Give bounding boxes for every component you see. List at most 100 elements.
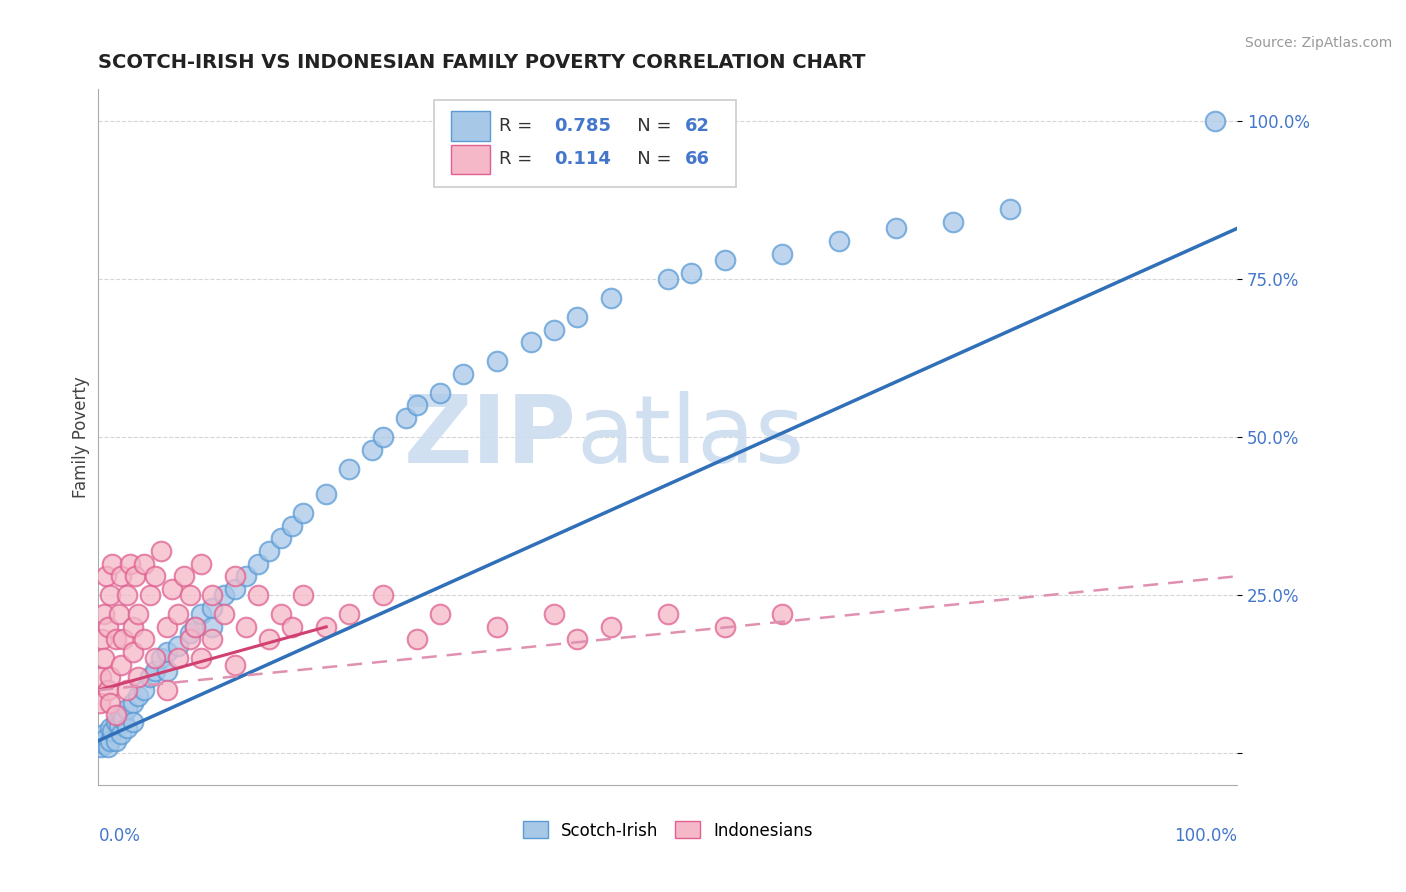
Point [371,588,394,602]
Point [486,354,509,368]
Point [520,335,543,350]
Point [184,620,207,634]
Point [98,733,121,747]
Point [167,639,190,653]
Text: 0.785: 0.785 [554,117,612,135]
Point [121,645,143,659]
Point [600,620,623,634]
Point [112,632,135,647]
Point [884,221,907,235]
Text: atlas: atlas [576,391,806,483]
Point [235,569,257,583]
Point [156,683,179,698]
Point [115,683,138,698]
Point [828,234,851,248]
Point [156,620,179,634]
Point [270,607,292,622]
Point [486,620,509,634]
Point [315,487,337,501]
Point [90,733,112,747]
Point [96,569,118,583]
Point [315,620,337,634]
Point [127,607,149,622]
Point [201,588,224,602]
Point [162,582,184,596]
Point [201,620,224,634]
Point [212,588,235,602]
Point [110,708,132,723]
Point [179,588,201,602]
Point [145,651,167,665]
Point [565,310,588,324]
Point [246,557,269,571]
Text: Source: ZipAtlas.com: Source: ZipAtlas.com [1244,36,1392,50]
Point [93,737,115,751]
Text: 100.0%: 100.0% [1174,827,1237,845]
Point [156,664,179,678]
Point [110,569,132,583]
Point [190,651,212,665]
Point [406,399,429,413]
Point [98,670,121,684]
Y-axis label: Family Poverty: Family Poverty [72,376,90,498]
Point [104,714,127,729]
Point [657,272,679,286]
Point [89,696,111,710]
Point [90,670,112,684]
Point [770,246,793,260]
Point [543,322,565,336]
Point [292,588,315,602]
Point [121,620,143,634]
Point [98,696,121,710]
Point [98,588,121,602]
Point [90,632,112,647]
Point [132,683,155,698]
Point [104,632,127,647]
Point [184,620,207,634]
Point [190,607,212,622]
Point [108,607,131,622]
Point [110,657,132,672]
FancyBboxPatch shape [451,112,491,141]
Point [150,544,173,558]
Point [138,670,160,684]
Point [212,607,235,622]
Text: 62: 62 [685,117,710,135]
Point [657,607,679,622]
Point [108,718,131,732]
Point [104,733,127,747]
Point [201,600,224,615]
Point [179,626,201,640]
Point [429,385,451,400]
Point [104,708,127,723]
Point [127,670,149,684]
Point [360,442,382,457]
Text: 0.114: 0.114 [554,151,610,169]
Point [173,569,195,583]
Point [101,724,124,739]
Point [259,632,281,647]
Point [281,620,304,634]
Point [201,632,224,647]
FancyBboxPatch shape [451,145,491,174]
Text: 66: 66 [685,151,710,169]
FancyBboxPatch shape [434,100,737,186]
Point [281,518,304,533]
Point [110,727,132,741]
Point [93,651,115,665]
Point [565,632,588,647]
Point [101,557,124,571]
Point [179,632,201,647]
Point [150,651,173,665]
Point [224,582,246,596]
Point [127,690,149,704]
Point [98,721,121,735]
Point [337,461,360,475]
Text: ZIP: ZIP [404,391,576,483]
Text: SCOTCH-IRISH VS INDONESIAN FAMILY POVERTY CORRELATION CHART: SCOTCH-IRISH VS INDONESIAN FAMILY POVERT… [98,54,866,72]
Point [246,588,269,602]
Point [451,367,474,381]
Point [292,506,315,520]
Point [93,607,115,622]
Point [406,632,429,647]
